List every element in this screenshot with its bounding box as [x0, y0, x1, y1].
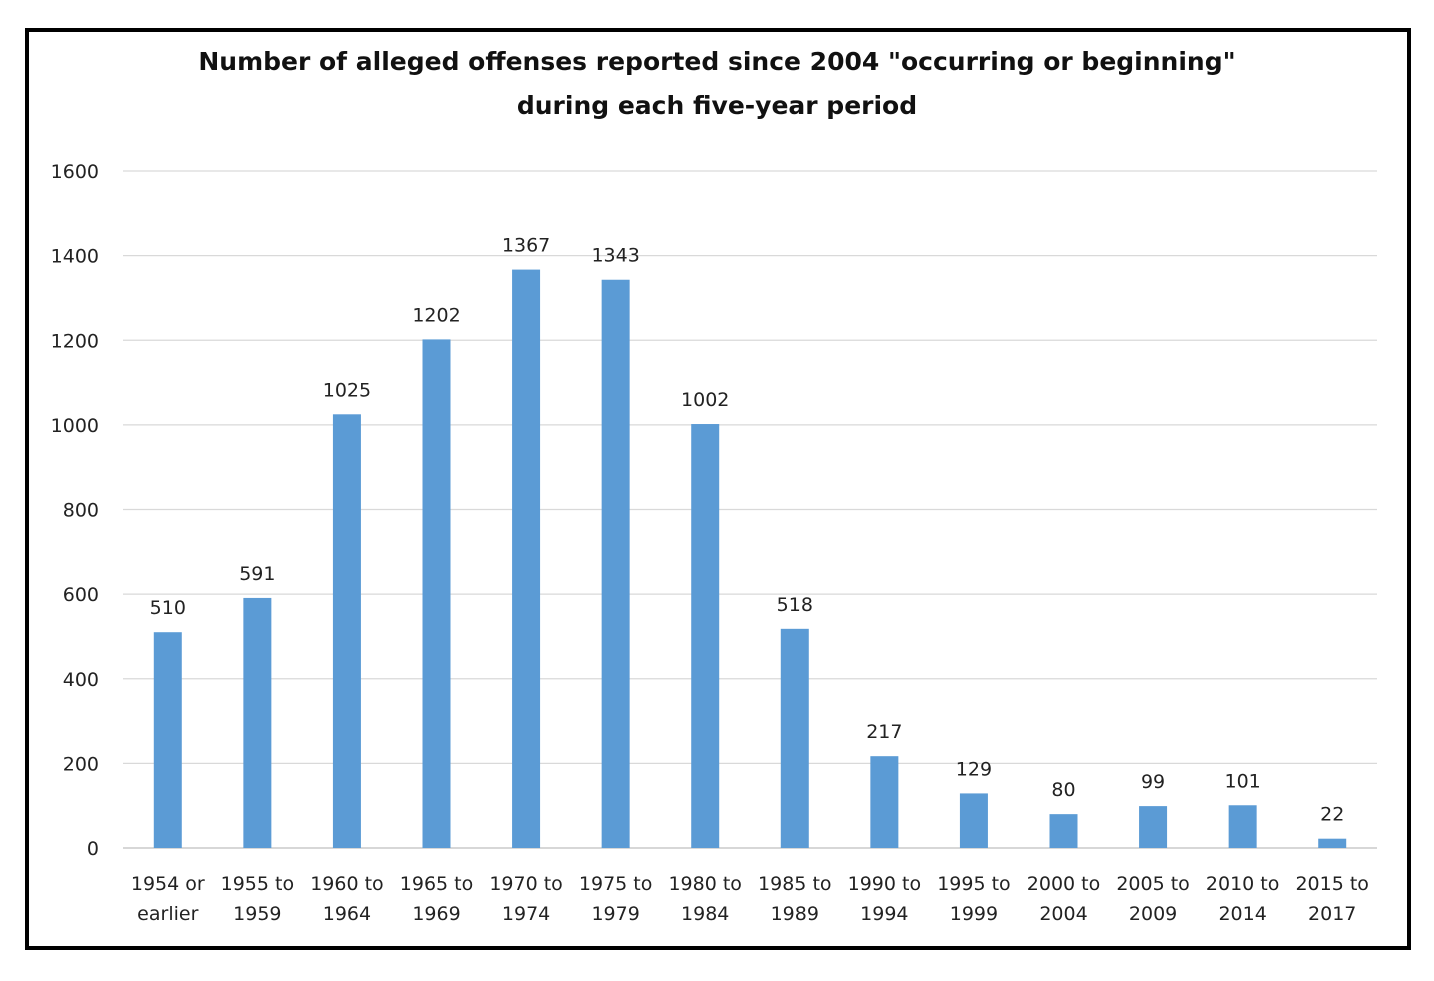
x-tick-label: 1999: [950, 903, 998, 925]
x-tick-label: 1985 to: [758, 873, 831, 895]
chart-title-line-1: Number of alleged offenses reported sinc…: [198, 47, 1236, 76]
x-axis-ticks: 1954 or earlier 1955 to 1959 1960 to 1964 1965…: [131, 873, 1369, 925]
y-axis-ticks: 0 200 400 600 800 1000 1200 1400 1600: [51, 161, 99, 860]
x-tick-label: 2017: [1308, 903, 1356, 925]
x-tick-label: 1964: [323, 903, 371, 925]
x-tick-label: 1994: [860, 903, 908, 925]
x-tick-label: 1965 to: [400, 873, 473, 895]
bar: [1049, 814, 1078, 848]
gridlines: [123, 170, 1377, 849]
y-tick-label: 1000: [51, 415, 99, 437]
y-tick-label: 1600: [51, 161, 99, 183]
bar: [1139, 806, 1168, 848]
x-tick-label: 1959: [233, 903, 281, 925]
y-tick-label: 800: [63, 500, 99, 522]
data-label: 217: [866, 721, 902, 743]
x-tick-label: 2004: [1039, 903, 1087, 925]
y-tick-label: 0: [87, 838, 99, 860]
x-tick-label: 1989: [771, 903, 819, 925]
data-label: 22: [1320, 804, 1344, 826]
x-tick-label: 2005 to: [1116, 873, 1189, 895]
bar: [959, 793, 988, 848]
chart-title: Number of alleged offenses reported sinc…: [0, 40, 1434, 128]
data-label: 1343: [591, 245, 639, 267]
x-tick-label: 1970 to: [489, 873, 562, 895]
y-tick-label: 600: [63, 584, 99, 606]
x-tick-label: earlier: [137, 903, 198, 925]
x-tick-label: 1975 to: [579, 873, 652, 895]
x-tick-label: 1990 to: [848, 873, 921, 895]
data-labels: 510 591 1025 1202 1367 1343 1002 518 217 129 80 99 1…: [150, 235, 1345, 826]
data-label: 101: [1225, 770, 1261, 792]
data-label: 510: [150, 597, 186, 619]
y-tick-label: 400: [63, 669, 99, 691]
chart-title-line-2: during each five-year period: [516, 91, 918, 120]
x-tick-label: 2014: [1218, 903, 1266, 925]
bar: [1318, 838, 1347, 848]
data-label: 1202: [412, 304, 460, 326]
bar: [780, 628, 809, 848]
x-tick-label: 2010 to: [1206, 873, 1279, 895]
data-label: 591: [239, 563, 275, 585]
data-label: 518: [777, 594, 813, 616]
data-label: 80: [1051, 779, 1075, 801]
data-label: 1025: [323, 379, 371, 401]
bar: [512, 269, 541, 848]
x-tick-label: 2009: [1129, 903, 1177, 925]
x-tick-label: 1984: [681, 903, 729, 925]
x-tick-label: 1954 or: [131, 873, 205, 895]
data-label: 99: [1141, 771, 1165, 793]
bar: [332, 414, 361, 848]
bar: [691, 424, 720, 848]
x-tick-label: 2000 to: [1027, 873, 1100, 895]
bar: [243, 597, 272, 848]
y-tick-label: 1400: [51, 246, 99, 268]
x-tick-label: 1969: [412, 903, 460, 925]
y-tick-label: 200: [63, 753, 99, 775]
bar: [1228, 805, 1257, 848]
bar: [601, 279, 630, 848]
bar: [870, 756, 899, 848]
x-tick-label: 1960 to: [310, 873, 383, 895]
bar: [422, 339, 451, 848]
x-tick-label: 1995 to: [937, 873, 1010, 895]
y-tick-label: 1200: [51, 330, 99, 352]
bars: [153, 269, 1347, 848]
data-label: 129: [956, 758, 992, 780]
data-label: 1367: [502, 235, 550, 257]
bar: [153, 632, 182, 848]
data-label: 1002: [681, 389, 729, 411]
x-tick-label: 1980 to: [668, 873, 741, 895]
x-tick-label: 2015 to: [1295, 873, 1368, 895]
x-tick-label: 1955 to: [221, 873, 294, 895]
x-tick-label: 1979: [591, 903, 639, 925]
x-tick-label: 1974: [502, 903, 550, 925]
